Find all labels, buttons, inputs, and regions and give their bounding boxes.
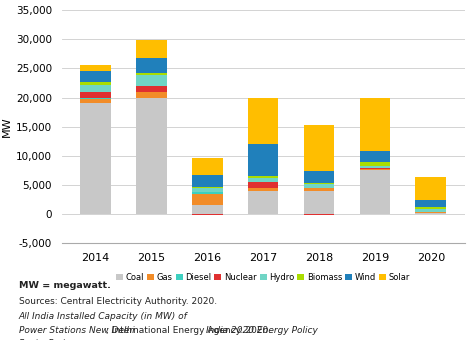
Bar [80,99,111,103]
Bar [248,182,278,188]
Bar [304,188,334,191]
Legend: Coal, Gas, Diesel, Nuclear, Hydro, Biomass, Wind, Solar: Coal, Gas, Diesel, Nuclear, Hydro, Bioma… [116,273,410,282]
Text: All India Installed Capacity (in MW) of: All India Installed Capacity (in MW) of [19,312,188,321]
Bar [360,166,390,168]
Bar [80,85,111,92]
Bar [80,103,111,214]
Bar [192,187,222,188]
Bar [360,163,390,166]
Bar [360,169,390,170]
Bar [192,192,222,193]
Bar [192,205,222,214]
Bar [304,183,334,184]
Bar [304,171,334,183]
Y-axis label: MW: MW [1,116,11,137]
Bar [360,151,390,163]
Bar [80,82,111,85]
Bar [136,92,166,98]
Bar [415,213,446,214]
Bar [415,212,446,213]
Bar [248,176,278,178]
Bar [136,58,166,72]
Text: India 2020 Energy Policy: India 2020 Energy Policy [206,326,318,335]
Bar [136,75,166,86]
Bar [248,144,278,176]
Bar [136,98,166,214]
Bar [248,188,278,191]
Bar [136,40,166,58]
Text: Review: Review [19,339,52,340]
Bar [415,209,446,212]
Text: . Paris.: . Paris. [43,339,73,340]
Bar [80,92,111,98]
Bar [360,170,390,214]
Bar [192,175,222,187]
Bar [304,191,334,214]
Bar [192,214,222,215]
Text: Sources: Central Electricity Authority. 2020.: Sources: Central Electricity Authority. … [19,298,220,306]
Bar [360,98,390,151]
Bar [304,214,334,215]
Bar [415,200,446,207]
Bar [248,178,278,182]
Bar [360,168,390,169]
Bar [136,86,166,92]
Bar [248,98,278,144]
Bar [192,193,222,205]
Text: MW = megawatt.: MW = megawatt. [19,280,111,289]
Bar [304,184,334,188]
Bar [415,207,446,209]
Text: Power Stations New Delhi: Power Stations New Delhi [19,326,135,335]
Bar [80,98,111,99]
Bar [415,177,446,200]
Bar [304,125,334,171]
Bar [80,71,111,82]
Bar [248,191,278,214]
Bar [136,72,166,75]
Bar [192,157,222,175]
Bar [80,65,111,71]
Text: ; International Energy Agency. 2020.: ; International Energy Agency. 2020. [106,326,274,335]
Bar [192,188,222,192]
